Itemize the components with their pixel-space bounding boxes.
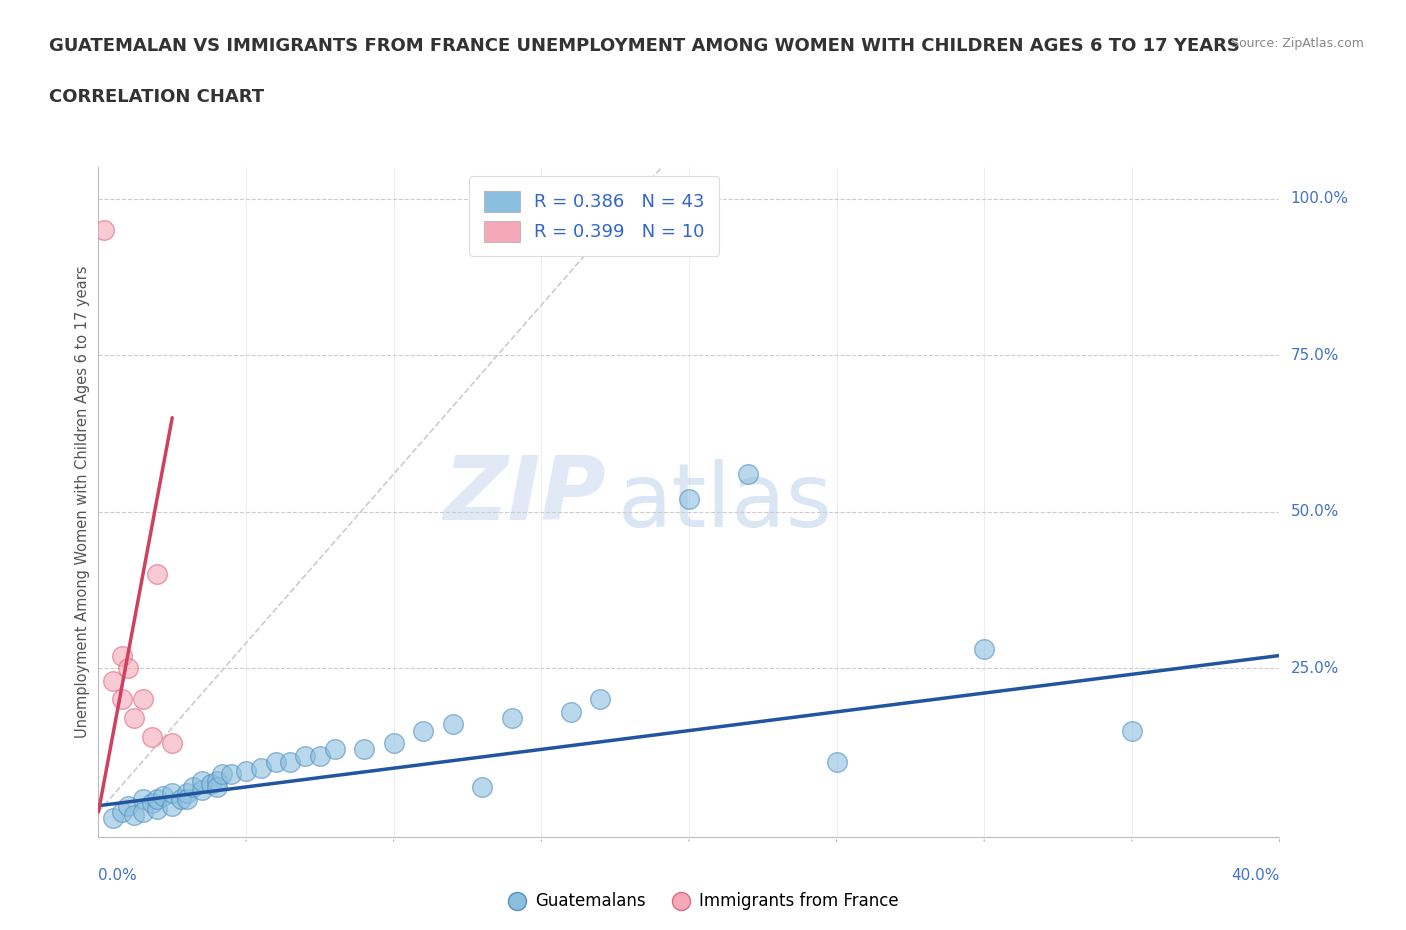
Text: CORRELATION CHART: CORRELATION CHART	[49, 88, 264, 106]
Point	[162, 798, 183, 813]
Point	[103, 673, 125, 688]
Text: atlas: atlas	[619, 458, 834, 546]
Point	[441, 717, 464, 732]
Point	[501, 711, 523, 725]
Legend: R = 0.386   N = 43, R = 0.399   N = 10: R = 0.386 N = 43, R = 0.399 N = 10	[470, 177, 720, 256]
Point	[152, 789, 174, 804]
Point	[141, 795, 163, 810]
Point	[678, 492, 700, 507]
Legend: Guatemalans, Immigrants from France: Guatemalans, Immigrants from France	[501, 885, 905, 917]
Point	[111, 692, 134, 707]
Point	[973, 642, 995, 657]
Point	[250, 761, 273, 776]
Point	[111, 648, 134, 663]
Point	[205, 779, 228, 794]
Point	[560, 704, 582, 719]
Point	[170, 792, 193, 807]
Point	[323, 742, 346, 757]
Point	[205, 773, 228, 788]
Point	[294, 749, 316, 764]
Point	[93, 222, 115, 237]
Point	[103, 811, 125, 826]
Point	[132, 692, 155, 707]
Text: 0.0%: 0.0%	[98, 868, 138, 883]
Point	[162, 786, 183, 801]
Point	[382, 736, 405, 751]
Point	[309, 749, 332, 764]
Text: 75.0%: 75.0%	[1291, 348, 1339, 363]
Point	[117, 798, 139, 813]
Point	[181, 779, 204, 794]
Point	[278, 754, 302, 769]
Point	[353, 742, 375, 757]
Point	[132, 804, 155, 819]
Point	[191, 773, 214, 788]
Point	[737, 467, 759, 482]
Point	[264, 754, 287, 769]
Point	[589, 692, 612, 707]
Point	[122, 807, 145, 822]
Text: 40.0%: 40.0%	[1232, 868, 1279, 883]
Point	[235, 764, 257, 778]
Point	[211, 767, 233, 782]
Point	[412, 724, 434, 738]
Point	[1121, 724, 1143, 738]
Point	[176, 786, 198, 801]
Point	[200, 777, 222, 791]
Point	[111, 804, 134, 819]
Point	[122, 711, 145, 725]
Point	[117, 660, 139, 675]
Point	[132, 792, 155, 807]
Point	[471, 779, 494, 794]
Point	[141, 729, 163, 744]
Y-axis label: Unemployment Among Women with Children Ages 6 to 17 years: Unemployment Among Women with Children A…	[75, 266, 90, 738]
Point	[146, 792, 169, 807]
Point	[176, 792, 198, 807]
Point	[191, 783, 214, 798]
Point	[162, 736, 183, 751]
Point	[146, 802, 169, 817]
Point	[219, 767, 242, 782]
Text: 100.0%: 100.0%	[1291, 192, 1348, 206]
Text: ZIP: ZIP	[443, 452, 606, 539]
Text: Source: ZipAtlas.com: Source: ZipAtlas.com	[1230, 37, 1364, 50]
Text: GUATEMALAN VS IMMIGRANTS FROM FRANCE UNEMPLOYMENT AMONG WOMEN WITH CHILDREN AGES: GUATEMALAN VS IMMIGRANTS FROM FRANCE UNE…	[49, 37, 1240, 55]
Point	[146, 566, 169, 581]
Text: 25.0%: 25.0%	[1291, 660, 1339, 675]
Text: 50.0%: 50.0%	[1291, 504, 1339, 519]
Point	[825, 754, 848, 769]
